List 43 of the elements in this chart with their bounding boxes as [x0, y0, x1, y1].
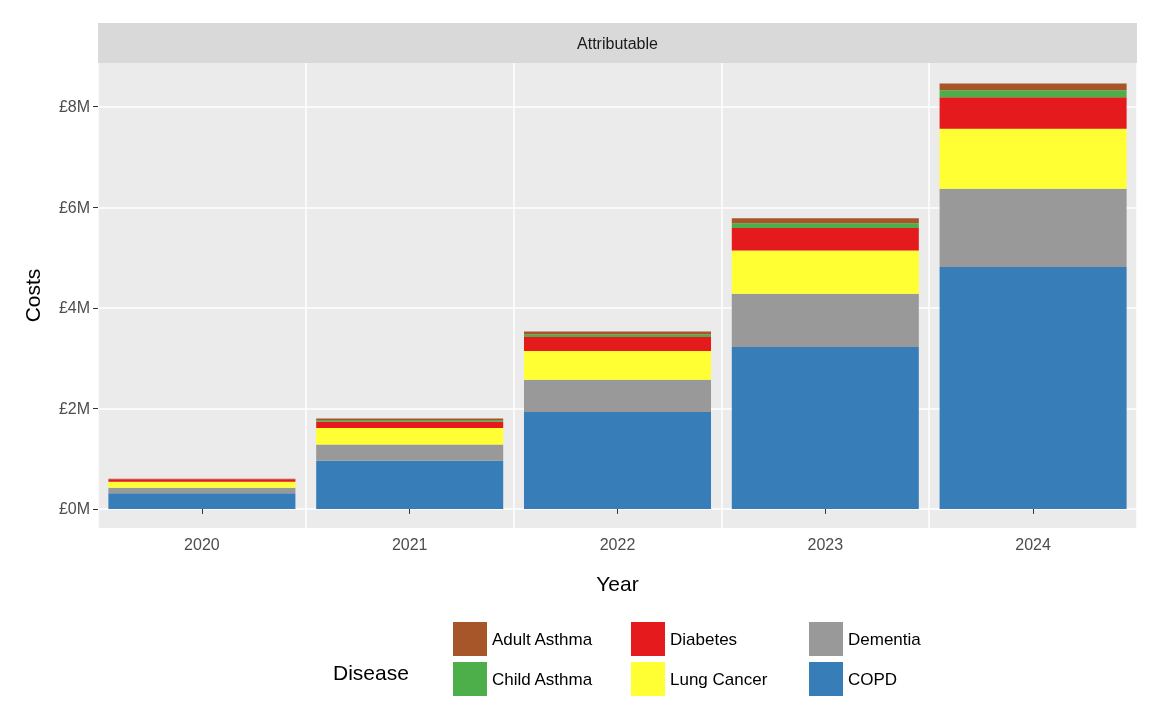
y-tick-label: £4M — [58, 299, 90, 317]
bar — [108, 493, 296, 509]
bar — [108, 481, 296, 488]
bar — [523, 379, 712, 412]
legend-label: Child Asthma — [492, 669, 593, 689]
bar — [316, 427, 504, 445]
x-axis-title: Year — [596, 572, 639, 595]
bar — [731, 347, 919, 509]
bar — [316, 421, 504, 428]
x-tick-label: 2023 — [807, 535, 844, 553]
y-tick-label: £8M — [58, 98, 90, 116]
bar — [939, 83, 1127, 91]
bar — [939, 97, 1127, 129]
x-tick-label: 2020 — [184, 535, 220, 553]
legend-label: Adult Asthma — [492, 629, 593, 649]
bar — [939, 90, 1127, 98]
bar — [939, 188, 1127, 268]
y-tick-label: £6M — [58, 198, 90, 216]
bar — [731, 250, 919, 294]
bar — [731, 223, 919, 228]
bar — [731, 293, 919, 348]
bar — [316, 460, 504, 509]
y-tick-label: £2M — [58, 399, 90, 417]
legend-title: Disease — [333, 660, 409, 684]
bar — [939, 128, 1127, 189]
legend-label: Lung Cancer — [670, 669, 768, 689]
y-tick-label: £0M — [58, 500, 90, 518]
x-tick-label: 2021 — [391, 535, 428, 553]
bar — [523, 336, 712, 352]
x-tick-label: 2024 — [1015, 535, 1051, 553]
bar — [316, 444, 504, 461]
bar — [523, 411, 712, 509]
legend-label: Dementia — [848, 629, 922, 649]
bar — [108, 487, 296, 494]
bar — [731, 218, 919, 224]
y-axis-title: Costs — [21, 268, 44, 323]
bar — [731, 227, 919, 251]
bar — [939, 267, 1127, 509]
legend-label: COPD — [848, 669, 898, 689]
bar — [523, 351, 712, 380]
chart-subtitle: Attributable — [577, 34, 659, 52]
legend-label: Diabetes — [670, 629, 738, 649]
x-tick-label: 2022 — [599, 535, 636, 553]
